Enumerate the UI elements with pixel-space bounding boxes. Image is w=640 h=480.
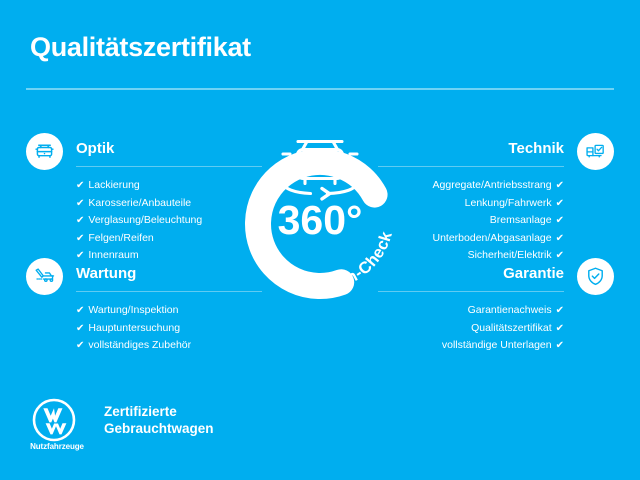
wrench-van-icon (26, 258, 63, 295)
list-item-label: Lenkung/Fahrwerk (464, 196, 552, 209)
section-header-optik: Optik (26, 133, 262, 177)
list-item: Garantienachweis ✔ (384, 302, 564, 320)
list-item-label: Hauptuntersuchung (88, 321, 181, 334)
section-underline-optik (76, 166, 262, 167)
list-item-label: Karosserie/Anbauteile (88, 196, 192, 209)
list-item-label: Innenraum (88, 249, 139, 261)
badge-degrees: 360° (278, 197, 363, 243)
shield-check-icon (577, 258, 614, 295)
section-underline-technik (378, 166, 564, 167)
list-item: Bremsanlage ✔ (384, 212, 564, 230)
list-item: Aggregate/Antriebsstrang ✔ (384, 177, 564, 195)
list-item-label: Wartung/Inspektion (88, 304, 179, 316)
list-item: Unterboden/Abgasanlage ✔ (384, 230, 565, 248)
footer-claim-line2: Gebrauchtwagen (104, 421, 214, 436)
title-divider (26, 88, 614, 90)
list-item-label: Bremsanlage (489, 214, 552, 226)
check-icon: ✔ (76, 232, 85, 244)
list-item: ✔ Felgen/Reifen (76, 230, 256, 248)
section-title-garantie: Garantie (503, 265, 564, 282)
check-icon: ✔ (555, 197, 564, 209)
list-item: vollständige Unterlagen ✔ (384, 337, 564, 355)
section-title-wartung: Wartung (76, 265, 137, 282)
van-checklist-icon (577, 133, 614, 170)
list-item-label: Verglasung/Beleuchtung (88, 214, 203, 226)
section-garantie: Garantie Garantienachweis ✔ Qualitätszert… (378, 258, 614, 355)
list-item: ✔ Karosserie/Anbauteile (76, 195, 256, 213)
section-header-technik: Technik (378, 133, 614, 177)
list-item: Qualitätszertifikat ✔ (384, 320, 564, 338)
check-icon: ✔ (555, 340, 564, 351)
list-item-label: Aggregate/Antriebsstrang (432, 179, 552, 191)
badge-360-gebrauchtwagen-check: 360° Gebrauchtwagen-Check (228, 112, 412, 302)
check-icon: ✔ (76, 322, 85, 334)
vw-logo-icon (28, 398, 80, 442)
list-item-label: Qualitätszertifikat (471, 321, 552, 334)
check-icon: ✔ (76, 197, 85, 209)
checklist-garantie: Garantienachweis ✔ Qualitätszertifikat ✔ v… (384, 302, 614, 355)
check-icon: ✔ (555, 305, 564, 316)
section-title-technik: Technik (508, 140, 564, 157)
check-icon: ✔ (76, 340, 85, 351)
section-header-garantie: Garantie (378, 258, 614, 302)
section-technik: Technik Aggregate/Antriebsstrang ✔ Lenkun… (378, 133, 614, 265)
check-icon: ✔ (76, 215, 85, 226)
list-item-label: vollständiges Zubehör (88, 339, 192, 351)
check-icon: ✔ (555, 322, 564, 334)
checklist-wartung: ✔ Wartung/Inspektion ✔ Hauptuntersuchung ✔… (26, 302, 256, 355)
section-wartung: Wartung ✔ Wartung/Inspektion ✔ Hauptunters… (26, 258, 262, 355)
list-item-label: Garantienachweis (467, 304, 552, 316)
check-icon: ✔ (555, 232, 564, 244)
check-icon: ✔ (555, 180, 564, 191)
footer-claim-line1: Zertifizierte (104, 404, 177, 419)
check-icon: ✔ (76, 305, 85, 316)
list-item-label: Unterboden/Abgasanlage (432, 231, 552, 244)
vw-brand-subtitle: Nutzfahrzeuge (30, 442, 84, 451)
section-header-wartung: Wartung (26, 258, 262, 302)
check-icon: ✔ (555, 215, 564, 226)
list-item-label: vollständige Unterlagen (441, 339, 552, 351)
footer-claim: Zertifizierte Gebrauchtwagen (104, 403, 214, 437)
page-title: Qualitätszertifikat (30, 32, 251, 62)
list-item: ✔ Verglasung/Beleuchtung (76, 212, 256, 230)
list-item-label: Lackierung (88, 179, 140, 191)
list-item: ✔ Wartung/Inspektion (76, 302, 256, 320)
section-optik: Optik ✔ Lackierung ✔ Karosserie/Anbauteile… (26, 133, 262, 265)
section-underline-garantie (378, 291, 564, 292)
checklist-technik: Aggregate/Antriebsstrang ✔ Lenkung/Fahrwe… (384, 177, 614, 265)
list-item: ✔ Innenraum (76, 247, 256, 265)
car-front-icon (26, 133, 63, 170)
list-item: ✔ vollständiges Zubehör (76, 337, 256, 355)
list-item: Lenkung/Fahrwerk ✔ (384, 195, 564, 213)
footer: Nutzfahrzeuge Zertifizierte Gebrauchtwag… (26, 398, 326, 454)
list-item: ✔ Hauptuntersuchung (76, 320, 256, 338)
section-title-optik: Optik (76, 140, 115, 157)
ring-arc (245, 149, 395, 299)
check-icon: ✔ (76, 180, 85, 191)
check-icon: ✔ (555, 250, 564, 261)
list-item: ✔ Lackierung (76, 177, 256, 195)
list-item: Sicherheit/Elektrik ✔ (384, 247, 564, 265)
section-underline-wartung (76, 291, 262, 292)
checklist-optik: ✔ Lackierung ✔ Karosserie/Anbauteile ✔ Verg… (26, 177, 256, 265)
check-icon: ✔ (76, 250, 85, 261)
list-item-label: Sicherheit/Elektrik (467, 249, 552, 261)
list-item-label: Felgen/Reifen (88, 231, 154, 244)
